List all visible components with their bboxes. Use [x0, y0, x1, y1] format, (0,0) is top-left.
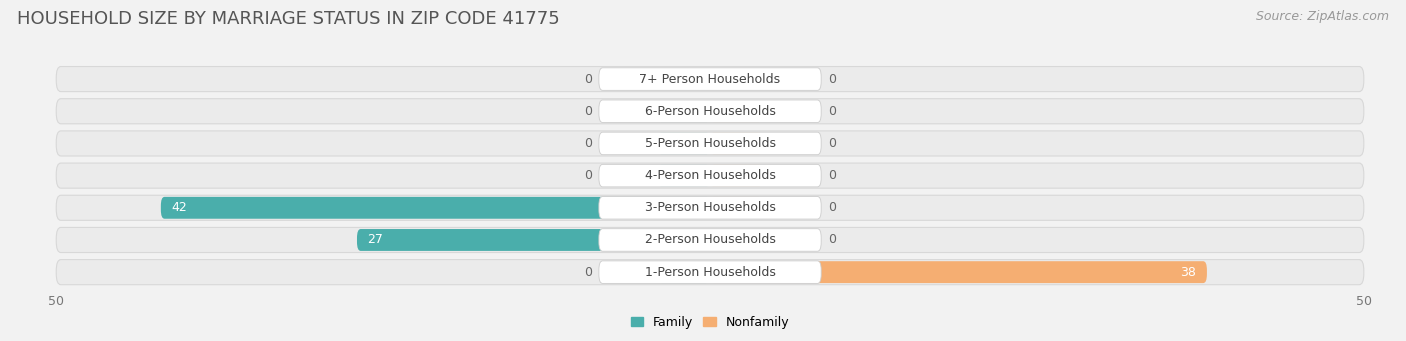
Text: 2-Person Households: 2-Person Households	[644, 234, 776, 247]
FancyBboxPatch shape	[658, 100, 710, 122]
Text: 0: 0	[828, 137, 835, 150]
FancyBboxPatch shape	[56, 163, 1364, 188]
FancyBboxPatch shape	[56, 227, 1364, 253]
FancyBboxPatch shape	[357, 229, 710, 251]
FancyBboxPatch shape	[710, 100, 762, 122]
Text: 0: 0	[585, 169, 592, 182]
FancyBboxPatch shape	[56, 195, 1364, 220]
Text: 27: 27	[367, 234, 384, 247]
FancyBboxPatch shape	[56, 66, 1364, 92]
FancyBboxPatch shape	[658, 68, 710, 90]
FancyBboxPatch shape	[710, 68, 762, 90]
FancyBboxPatch shape	[599, 68, 821, 90]
FancyBboxPatch shape	[599, 164, 821, 187]
Text: 1-Person Households: 1-Person Households	[644, 266, 776, 279]
Text: 0: 0	[828, 234, 835, 247]
FancyBboxPatch shape	[658, 133, 710, 154]
FancyBboxPatch shape	[599, 229, 821, 251]
Text: 0: 0	[828, 105, 835, 118]
FancyBboxPatch shape	[599, 261, 821, 283]
Text: 4-Person Households: 4-Person Households	[644, 169, 776, 182]
Text: 3-Person Households: 3-Person Households	[644, 201, 776, 214]
Text: 0: 0	[828, 201, 835, 214]
FancyBboxPatch shape	[160, 197, 710, 219]
FancyBboxPatch shape	[658, 165, 710, 187]
Text: 5-Person Households: 5-Person Households	[644, 137, 776, 150]
FancyBboxPatch shape	[599, 132, 821, 155]
Text: 38: 38	[1181, 266, 1197, 279]
Text: 0: 0	[585, 137, 592, 150]
Text: 6-Person Households: 6-Person Households	[644, 105, 776, 118]
FancyBboxPatch shape	[599, 100, 821, 122]
FancyBboxPatch shape	[658, 261, 710, 283]
Text: 42: 42	[172, 201, 187, 214]
Text: Source: ZipAtlas.com: Source: ZipAtlas.com	[1256, 10, 1389, 23]
FancyBboxPatch shape	[56, 99, 1364, 124]
FancyBboxPatch shape	[710, 133, 762, 154]
Text: 0: 0	[828, 169, 835, 182]
Text: 0: 0	[585, 73, 592, 86]
FancyBboxPatch shape	[710, 229, 762, 251]
FancyBboxPatch shape	[599, 196, 821, 219]
Text: 0: 0	[585, 105, 592, 118]
FancyBboxPatch shape	[56, 131, 1364, 156]
FancyBboxPatch shape	[710, 165, 762, 187]
FancyBboxPatch shape	[710, 197, 762, 219]
Text: 7+ Person Households: 7+ Person Households	[640, 73, 780, 86]
Legend: Family, Nonfamily: Family, Nonfamily	[626, 311, 794, 334]
FancyBboxPatch shape	[710, 261, 1206, 283]
FancyBboxPatch shape	[56, 260, 1364, 285]
Text: 0: 0	[828, 73, 835, 86]
Text: HOUSEHOLD SIZE BY MARRIAGE STATUS IN ZIP CODE 41775: HOUSEHOLD SIZE BY MARRIAGE STATUS IN ZIP…	[17, 10, 560, 28]
Text: 0: 0	[585, 266, 592, 279]
